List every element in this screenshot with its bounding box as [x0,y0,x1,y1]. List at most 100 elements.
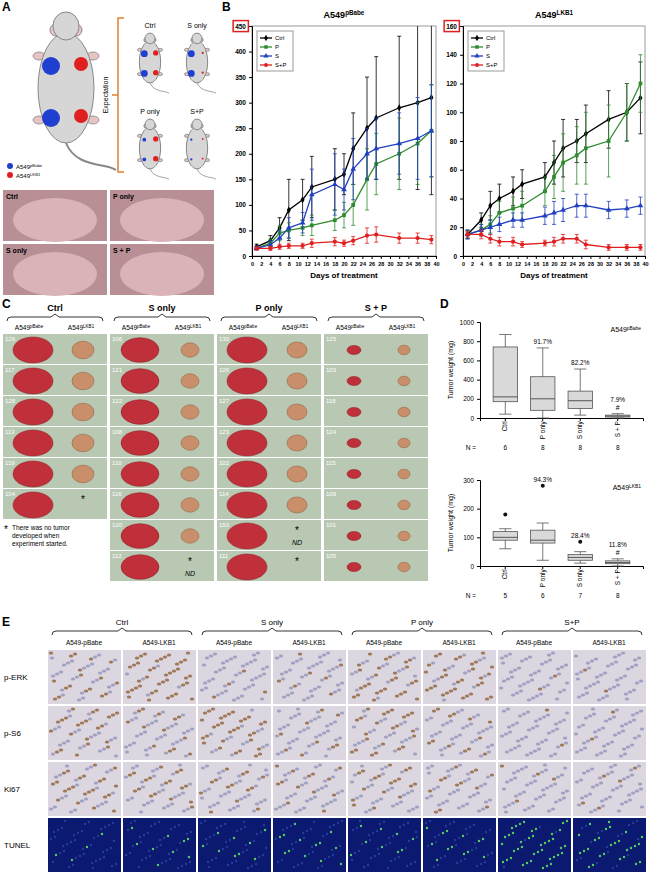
cell [102,747,106,750]
cell [529,781,533,784]
cell [587,666,591,669]
error-bar [301,243,305,248]
brace [328,314,424,321]
cell [634,663,638,666]
cell [395,694,399,697]
cell [537,747,541,750]
error-bar [466,230,470,239]
tick-label: 300 [235,99,246,106]
photo-cell [110,520,214,550]
tick-label: 60 [450,166,458,173]
cell [58,773,62,776]
y-axis: 050100150200250300350400450 [233,21,252,260]
error-bar [310,239,314,247]
cell [519,689,523,692]
photo-cell [3,427,107,457]
cell [601,726,605,729]
cell [61,693,65,696]
legend-label: Ctrl [486,35,495,41]
cell [289,686,293,689]
cell [280,780,284,783]
tick: 12 [515,256,521,267]
cell [520,767,524,770]
tick-label: 4 [269,261,273,267]
cell [247,793,251,796]
cell [361,769,365,772]
cell [209,654,213,657]
tick: 36 [624,256,630,267]
tick: 400 [463,376,480,383]
cell [311,742,315,745]
cell [352,695,356,698]
tick: 100 [463,534,480,541]
tick: S + P [614,418,621,437]
box [493,347,517,402]
legend-label: P [275,44,279,50]
tick-label: 36 [624,261,630,267]
cell [399,692,403,695]
cell [552,777,556,780]
cell [366,707,370,710]
cell [581,693,585,696]
cell [483,674,487,677]
cell [377,744,381,747]
line-label: A549-pBabe [66,639,103,647]
cell [434,654,438,657]
cell [588,792,592,795]
tumor-photo [227,337,267,363]
cell [395,724,399,727]
cell [170,724,174,727]
cell [253,658,257,661]
cell [168,671,172,674]
panel-label: A [2,0,11,14]
tick: 10 [295,256,301,267]
cell [230,783,234,786]
cell [499,686,503,689]
brace [502,628,642,635]
cell [59,670,63,673]
cell [526,710,530,713]
cell [216,801,220,804]
cell [83,792,87,795]
cell [468,795,472,798]
cell [504,732,508,735]
cell [181,683,185,686]
cell [431,661,435,664]
cell [581,801,585,804]
marker [625,245,629,249]
line-label: A549pBabe [229,324,258,332]
mouse-id: 109 [326,491,337,497]
cell [488,798,492,801]
label-sup: LKB1 [557,9,574,16]
photo-cell [3,334,107,364]
cell [109,768,113,771]
error-bar [607,105,611,177]
cell [443,668,447,671]
cell [592,712,596,715]
cell [538,687,542,690]
tick-mark [505,566,506,569]
stain-image [423,650,496,704]
cell [393,779,397,782]
tick-label: 0 [242,253,246,260]
cell [364,732,368,735]
cell [599,781,603,784]
group-label: Ctrl [145,22,156,29]
tick: 0 [251,256,254,267]
cell [439,778,443,781]
cell [97,653,101,656]
marker [487,224,493,229]
tick-mark [580,566,581,569]
cell [575,672,579,675]
marker [479,232,483,236]
cell [181,791,185,794]
legend-box [468,31,504,71]
cell [386,680,390,683]
cell [531,726,535,729]
tick-mark [436,256,437,259]
cell [134,686,138,689]
cell [218,746,222,749]
cell [124,745,128,748]
cell [586,739,590,742]
cell [534,719,538,722]
